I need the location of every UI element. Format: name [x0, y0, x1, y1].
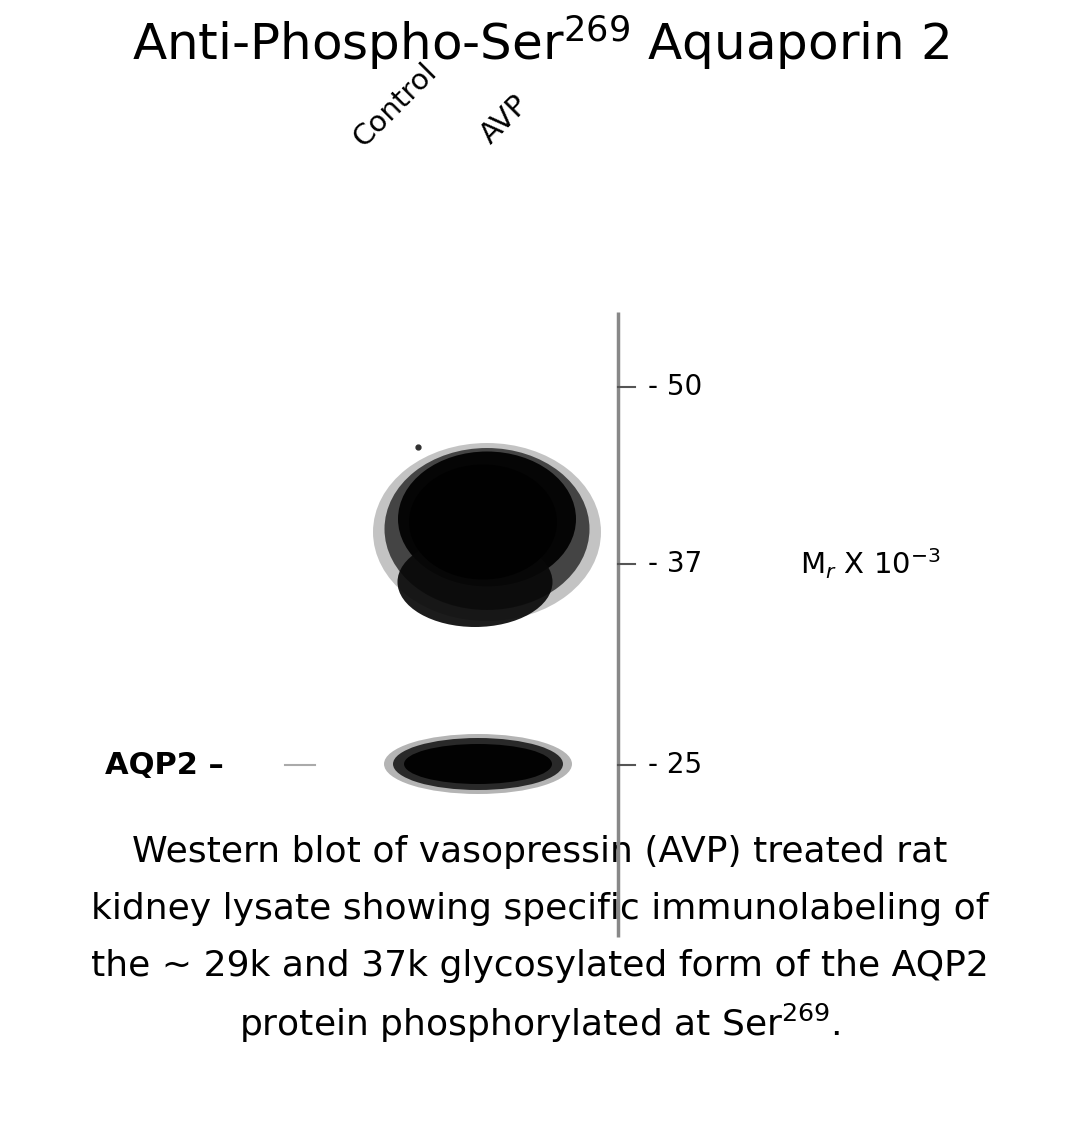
- Text: Control: Control: [348, 57, 443, 153]
- Text: AQP2 –: AQP2 –: [105, 750, 224, 780]
- Text: - 37: - 37: [648, 551, 702, 578]
- Text: the ~ 29k and 37k glycosylated form of the AQP2: the ~ 29k and 37k glycosylated form of t…: [91, 949, 989, 983]
- Text: kidney lysate showing specific immunolabeling of: kidney lysate showing specific immunolab…: [91, 892, 989, 926]
- Ellipse shape: [404, 744, 552, 785]
- Ellipse shape: [384, 734, 572, 794]
- Ellipse shape: [384, 448, 590, 610]
- Text: - 25: - 25: [648, 751, 702, 779]
- Text: - 50: - 50: [648, 373, 702, 401]
- Text: protein phosphorylated at Ser$^{269}$.: protein phosphorylated at Ser$^{269}$.: [239, 1001, 841, 1045]
- Text: M$_r$ X 10$^{-3}$: M$_r$ X 10$^{-3}$: [800, 547, 941, 582]
- Ellipse shape: [409, 465, 557, 579]
- Ellipse shape: [393, 738, 563, 790]
- Ellipse shape: [397, 537, 553, 627]
- Ellipse shape: [373, 443, 600, 621]
- Ellipse shape: [399, 452, 576, 586]
- Text: AVP: AVP: [475, 89, 534, 149]
- Text: Anti-Phospho-Ser$^{269}$ Aquaporin 2: Anti-Phospho-Ser$^{269}$ Aquaporin 2: [132, 13, 948, 71]
- Text: Western blot of vasopressin (AVP) treated rat: Western blot of vasopressin (AVP) treate…: [133, 835, 947, 869]
